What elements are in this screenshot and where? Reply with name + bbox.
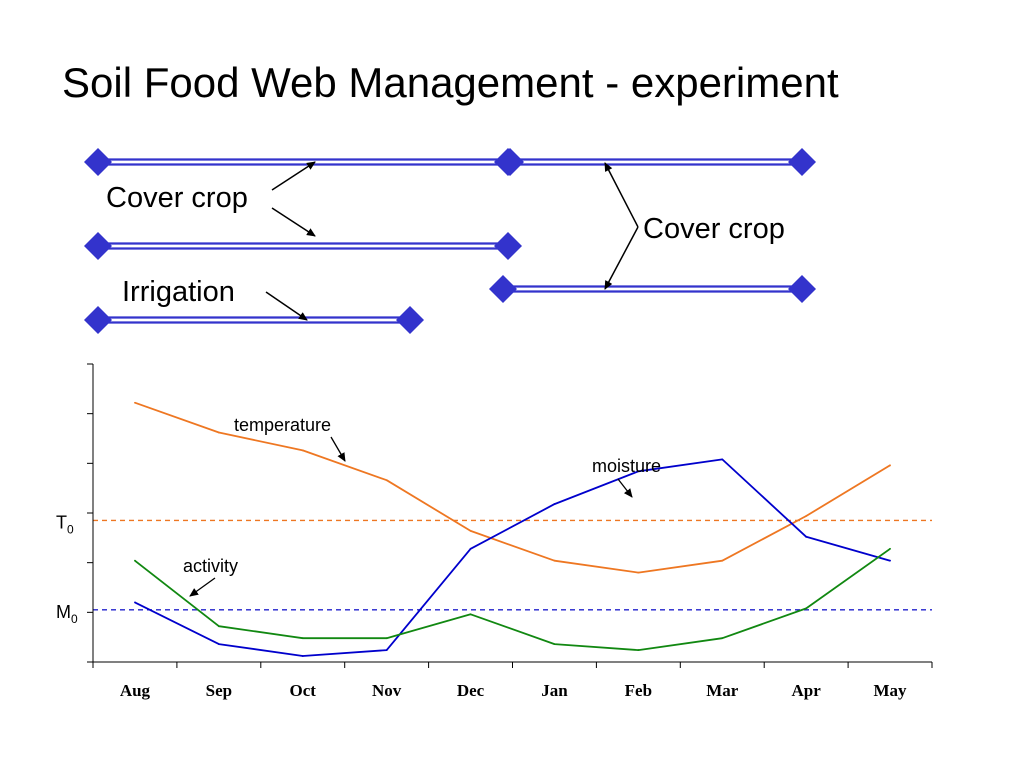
cover-crop-bar-1 [84,148,522,176]
timeline-bars [84,148,816,334]
x-tick-label-apr: Apr [792,681,822,700]
irrigation-label: Irrigation [122,276,235,308]
x-tick-label-feb: Feb [625,681,652,700]
x-tick-label-oct: Oct [290,681,317,700]
data-point-temperature-jan [553,559,556,562]
data-point-temperature-apr [805,515,808,517]
data-point-temperature-oct [301,449,304,452]
x-tick-label-jan: Jan [541,681,568,700]
data-point-activity-feb [637,649,640,651]
reference-line-labels: T0 M0 [56,512,78,625]
cover-crop-bar-4 [489,275,816,303]
data-point-temperature-feb [637,571,640,574]
data-point-moisture-feb [637,470,640,473]
timeline-arrows [265,161,639,321]
temperature-arrow [330,436,346,462]
data-point-moisture-apr [805,535,808,538]
x-tick-label-dec: Dec [457,681,485,700]
data-point-activity-mar [721,637,724,640]
cover-crop-bar-4-end-marker [788,275,816,303]
cover-crop-bar-3-end-marker [494,232,522,260]
slide-title: Soil Food Web Management - experiment [62,59,839,106]
data-point-temperature-sep [217,431,220,434]
chart-axes [92,364,932,663]
series-line-moisture [134,458,891,657]
data-point-moisture-mar [721,458,724,461]
data-point-moisture-nov [385,649,388,651]
line-chart: Aug Sep Oct Nov Dec Jan Feb Mar Apr May T0 M0 temp… [56,363,933,700]
x-tick-label-aug: Aug [120,681,151,700]
data-point-temperature-mar [721,559,724,562]
data-point-activity-aug [134,559,136,562]
series-label-moisture: moisture [592,456,661,476]
irrigation-bar-end-marker [396,306,424,334]
data-point-moisture-sep [217,643,220,646]
x-tick-labels: Aug Sep Oct Nov Dec Jan Feb Mar Apr May [120,681,907,700]
data-point-temperature-nov [385,479,388,482]
cover-crop-right-arrow-bottom [604,226,639,290]
data-point-activity-sep [217,625,220,628]
irrigation-bar-start-marker [84,306,112,334]
activity-arrow [189,577,216,597]
data-point-moisture-aug [134,601,136,604]
data-point-moisture-dec [469,547,472,550]
x-axis-ticks [92,662,933,668]
reference-label-t0: T0 [56,512,74,536]
moisture-arrow [617,478,633,498]
reference-lines [93,519,932,611]
cover-crop-bar-1-start-marker [84,148,112,176]
data-point-temperature-may [889,464,891,467]
data-point-moisture-may [889,559,891,562]
cover-crop-bar-2 [496,148,816,176]
x-tick-label-sep: Sep [206,681,232,700]
cover-crop-arrow-bottom [271,207,316,237]
x-tick-label-may: May [874,681,908,700]
data-point-moisture-jan [553,503,556,505]
data-point-temperature-dec [469,529,472,532]
data-point-activity-nov [385,637,388,640]
data-point-temperature-aug [134,401,136,404]
data-point-moisture-oct [301,655,304,657]
data-point-activity-dec [469,613,472,616]
cover-crop-right-arrow-top [604,162,639,228]
data-point-activity-may [889,547,891,550]
series-line-activity [134,548,891,651]
series-label-temperature: temperature [234,415,331,435]
x-tick-label-nov: Nov [372,681,402,700]
data-point-activity-apr [805,607,808,610]
series-line-temperature [134,401,891,574]
series-lines [134,401,891,657]
cover-crop-bar-2-start-marker [496,148,524,176]
reference-label-m0: M0 [56,602,78,626]
irrigation-arrow [265,291,308,321]
cover-crop-arrow-top [271,161,316,191]
cover-crop-bar-2-end-marker [788,148,816,176]
cover-crop-bar-3 [84,232,522,260]
data-point-activity-oct [301,637,304,640]
cover-crop-bar-3-start-marker [84,232,112,260]
irrigation-bar [84,306,424,334]
cover-crop-right-label: Cover crop [643,213,785,245]
cover-crop-bar-4-start-marker [489,275,517,303]
series-label-activity: activity [183,556,238,576]
x-tick-label-mar: Mar [706,681,739,700]
y-axis-ticks [87,363,93,663]
cover-crop-left-label: Cover crop [106,182,248,214]
series-label-arrows [189,436,633,597]
data-point-activity-jan [553,643,556,646]
